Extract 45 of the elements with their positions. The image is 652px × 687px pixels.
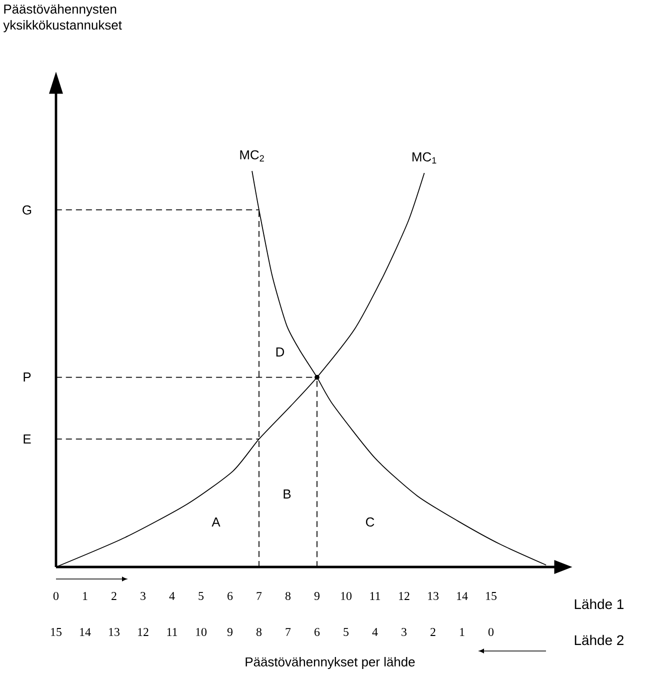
x-tick-label: 14 bbox=[457, 592, 468, 600]
x-tick-label: 8 bbox=[285, 592, 291, 600]
x2-axis-title: Lähde 2 bbox=[574, 634, 624, 646]
x2-tick-label: 15 bbox=[51, 628, 62, 636]
x2-tick-label: 10 bbox=[196, 628, 207, 636]
x-tick-label: 2 bbox=[112, 592, 116, 600]
x-tick-label: 6 bbox=[228, 592, 233, 600]
x-tick-label: 11 bbox=[370, 592, 380, 600]
x2-tick-label: 2 bbox=[430, 628, 436, 636]
x2-tick-label: 6 bbox=[314, 628, 320, 636]
annotation: B bbox=[284, 490, 291, 498]
series-label: MC$_{1}$ bbox=[412, 152, 436, 164]
x2-tick-label: 13 bbox=[109, 628, 120, 636]
x2-tick-label: 5 bbox=[344, 628, 349, 636]
x2-tick-label: 12 bbox=[138, 628, 148, 636]
x-axis-title: Lähde 1 bbox=[574, 598, 624, 610]
x2-tick-label: 3 bbox=[402, 628, 407, 636]
x-tick-label: 0 bbox=[53, 592, 59, 600]
annotation: D bbox=[276, 348, 284, 356]
x-tick-label: 15 bbox=[486, 592, 497, 600]
x-tick-label: 5 bbox=[198, 592, 204, 600]
text: G bbox=[22, 205, 32, 215]
series-label: MC$_{2}$ bbox=[240, 150, 264, 162]
text: Päästövähennysten yksikkökustannukset bbox=[3, 4, 122, 32]
x-tick-label: 7 bbox=[256, 592, 262, 600]
x2-tick-label: 1 bbox=[460, 628, 464, 636]
annotation: A bbox=[212, 518, 220, 526]
x-tick-label: 4 bbox=[169, 592, 175, 600]
x2-tick-label: 7 bbox=[286, 628, 291, 636]
x2-tick-label: 11 bbox=[167, 628, 178, 636]
annotation: C bbox=[366, 517, 374, 527]
text: Päästövähennykset per lähde bbox=[246, 656, 415, 670]
x2-tick-label: 9 bbox=[227, 628, 232, 636]
x-tick-label: 1 bbox=[83, 592, 88, 600]
x2-tick-label: 4 bbox=[372, 628, 378, 636]
x2-tick-label: 8 bbox=[256, 628, 262, 636]
text: E bbox=[24, 434, 31, 444]
x2-tick-label: 0 bbox=[488, 628, 494, 636]
x-tick-label: 10 bbox=[341, 592, 352, 600]
x-tick-label: 9 bbox=[314, 592, 320, 600]
x-tick-label: 12 bbox=[399, 592, 410, 600]
x-tick-label: 3 bbox=[140, 592, 146, 600]
text: P bbox=[24, 372, 31, 382]
x2-tick-label: 14 bbox=[80, 628, 91, 636]
x-tick-label: 13 bbox=[428, 592, 439, 600]
